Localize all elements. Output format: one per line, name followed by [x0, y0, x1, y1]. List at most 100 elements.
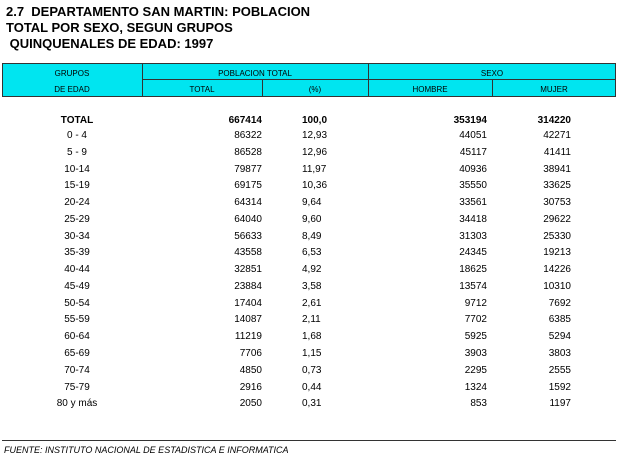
- age-group: 15-19: [64, 180, 90, 192]
- age-group: 40-44: [64, 264, 90, 276]
- male-cell: 1324: [464, 381, 487, 393]
- male-cell: 7702: [464, 314, 487, 326]
- header-cell: GRUPOS: [54, 69, 90, 78]
- male-cell: 13574: [459, 280, 487, 292]
- female-cell: 19213: [543, 247, 571, 259]
- total-cell: 86322: [234, 130, 262, 141]
- percent-cell: 1,68: [302, 331, 322, 343]
- source-note: FUENTE: INSTITUTO NACIONAL DE ESTADISTIC…: [4, 445, 289, 455]
- total-cell: 11219: [234, 331, 262, 343]
- male-cell: 34418: [459, 213, 487, 225]
- female-cell: 7692: [548, 297, 571, 309]
- male-cell: 353194: [453, 115, 487, 126]
- age-group: 80 y más: [56, 398, 98, 410]
- percent-cell: 2,11: [302, 314, 321, 326]
- male-cell: 18625: [459, 264, 487, 276]
- female-cell: 1197: [549, 398, 571, 410]
- age-group: 10-14: [64, 163, 90, 175]
- male-cell: 9712: [464, 297, 487, 309]
- percent-cell: 4,92: [302, 264, 322, 276]
- title-line: QUINQUENALES DE EDAD: 1997: [6, 36, 214, 51]
- total-cell: 43558: [234, 247, 262, 259]
- percent-cell: 6,53: [302, 247, 322, 259]
- male-cell: 33561: [459, 197, 487, 209]
- male-cell: 24345: [459, 247, 487, 259]
- age-group: 0 - 4: [66, 130, 87, 141]
- female-cell: 42271: [543, 130, 571, 141]
- header-cell: POBLACION TOTAL: [218, 69, 292, 78]
- male-cell: 31303: [459, 230, 487, 242]
- female-cell: 1592: [548, 381, 571, 393]
- age-group: 65-69: [64, 348, 90, 359]
- male-cell: 2295: [464, 364, 487, 376]
- age-group: TOTAL: [60, 115, 94, 126]
- female-cell: 25330: [543, 230, 571, 242]
- title-line: TOTAL POR SEXO, SEGUN GRUPOS: [6, 20, 233, 35]
- female-cell: 5294: [548, 331, 571, 343]
- male-cell: 44051: [459, 130, 487, 141]
- percent-cell: 12,93: [302, 130, 328, 141]
- age-group: 45-49: [64, 280, 90, 292]
- header-divider: [368, 63, 369, 97]
- percent-cell: 12,96: [302, 146, 328, 158]
- male-cell: 853: [470, 398, 487, 410]
- male-cell: 45117: [459, 146, 487, 158]
- total-cell: 23884: [234, 280, 262, 292]
- male-cell: 3903: [464, 348, 487, 359]
- total-cell: 64314: [234, 197, 262, 209]
- header-cell: DE EDAD: [54, 85, 90, 94]
- total-cell: 69175: [234, 180, 262, 192]
- female-cell: 30753: [543, 197, 571, 209]
- age-group: 70-74: [64, 364, 90, 376]
- percent-cell: 0,31: [302, 398, 322, 410]
- percent-cell: 1,15: [302, 348, 322, 359]
- percent-cell: 9,64: [302, 197, 322, 209]
- total-cell: 14087: [234, 314, 262, 326]
- age-group: 20-24: [64, 197, 90, 209]
- header-cell: SEXO: [480, 69, 504, 78]
- percent-cell: 0,44: [302, 381, 322, 393]
- male-cell: 35550: [459, 180, 487, 192]
- percent-cell: 0,73: [302, 364, 322, 376]
- header-divider: [492, 79, 493, 97]
- header-band: [2, 63, 616, 97]
- total-cell: 17404: [234, 297, 262, 309]
- header-cell: (%): [308, 85, 322, 94]
- age-group: 75-79: [64, 381, 90, 393]
- percent-cell: 3,58: [302, 280, 322, 292]
- female-cell: 314220: [537, 115, 571, 126]
- female-cell: 2555: [548, 364, 571, 376]
- header-divider: [262, 79, 263, 97]
- total-cell: 32851: [234, 264, 262, 276]
- total-cell: 4850: [239, 364, 262, 376]
- total-cell: 2050: [239, 398, 262, 410]
- male-cell: 5925: [464, 331, 487, 343]
- total-cell: 667414: [228, 115, 262, 126]
- female-cell: 3803: [548, 348, 571, 359]
- header-divider: [142, 79, 616, 80]
- footer-rule: [2, 440, 616, 441]
- male-cell: 40936: [459, 163, 487, 175]
- title-line: 2.7 DEPARTAMENTO SAN MARTIN: POBLACION: [6, 4, 311, 19]
- total-cell: 79877: [234, 163, 262, 175]
- header-cell: TOTAL: [189, 85, 215, 94]
- total-cell: 7706: [239, 348, 262, 359]
- age-group: 30-34: [64, 230, 90, 242]
- female-cell: 10310: [543, 280, 571, 292]
- age-group: 55-59: [64, 314, 90, 326]
- female-cell: 41411: [543, 146, 571, 158]
- header-divider: [142, 63, 143, 97]
- female-cell: 33625: [543, 180, 571, 192]
- age-group: 50-54: [64, 297, 90, 309]
- percent-cell: 2,61: [302, 297, 322, 309]
- percent-cell: 10,36: [302, 180, 328, 192]
- age-group: 35-39: [64, 247, 90, 259]
- percent-cell: 9,60: [302, 213, 322, 225]
- percent-cell: 8,49: [302, 230, 322, 242]
- total-cell: 86528: [234, 146, 262, 158]
- age-group: 5 - 9: [66, 146, 87, 158]
- female-cell: 38941: [543, 163, 571, 175]
- percent-cell: 11,97: [302, 163, 327, 175]
- female-cell: 29622: [543, 213, 571, 225]
